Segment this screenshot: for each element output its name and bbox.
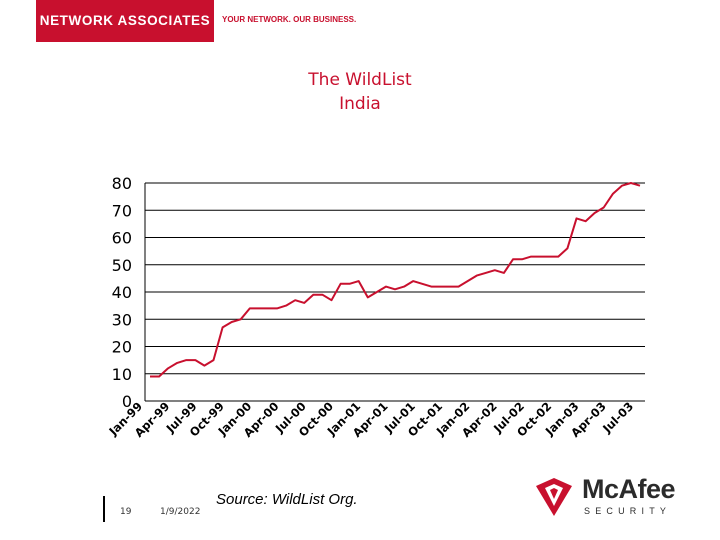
y-tick-label: 80 <box>112 174 132 193</box>
brand-banner: NETWORK ASSOCIATES <box>36 0 214 42</box>
series-line <box>150 182 641 378</box>
y-tick-label: 20 <box>112 338 132 357</box>
y-tick-label: 40 <box>112 283 132 302</box>
slide-date: 1/9/2022 <box>160 507 201 517</box>
slide-number: 19 <box>120 507 132 517</box>
brand-name: NETWORK ASSOCIATES <box>39 13 211 28</box>
y-tick-label: 10 <box>112 365 132 384</box>
source-note: Source: WildList Org. <box>216 491 358 508</box>
chart-subtitle: India <box>339 94 381 114</box>
mcafee-logo: McAfee SECURITY <box>532 474 692 520</box>
y-tick-label: 60 <box>112 229 132 248</box>
y-tick-label: 50 <box>112 256 132 275</box>
logo-subtitle: SECURITY <box>584 506 672 516</box>
brand-tagline: YOUR NETWORK. OUR BUSINESS. <box>222 15 357 24</box>
y-tick-label: 0 <box>122 392 132 411</box>
chart-title: The WildList <box>308 70 412 90</box>
x-tick-label: Jul-03 <box>599 399 636 436</box>
logo-name: McAfee <box>582 474 676 504</box>
y-tick-label: 30 <box>112 310 132 329</box>
footer-divider <box>103 496 105 522</box>
y-tick-label: 70 <box>112 201 132 220</box>
mcafee-shield-icon <box>536 478 572 516</box>
